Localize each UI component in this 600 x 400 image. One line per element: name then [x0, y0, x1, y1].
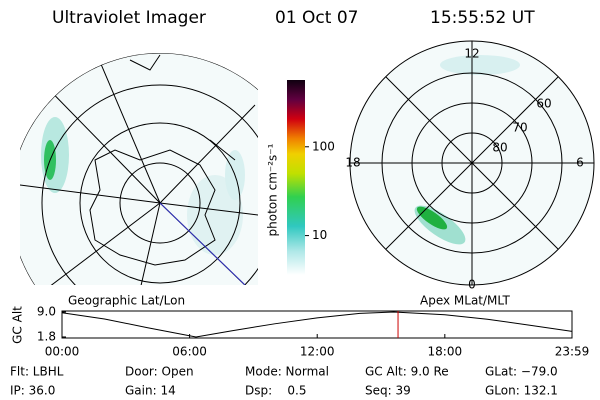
- plot-frame: [61, 310, 573, 339]
- mlat-label: 60: [536, 97, 551, 111]
- time: 15:55:52 UT: [430, 8, 535, 28]
- y-axis-label: GC Alt: [11, 306, 25, 344]
- mlt-label: 0: [468, 278, 476, 292]
- date: 01 Oct 07: [275, 8, 358, 28]
- x-tick-label: 00:00: [45, 345, 80, 359]
- info-field: Mode: Normal: [245, 365, 329, 379]
- colorbar-label: photon cm⁻²s⁻¹: [266, 143, 280, 236]
- left-caption: Geographic Lat/Lon: [68, 294, 185, 308]
- info-field: GC Alt: 9.0 Re: [365, 365, 449, 379]
- info-field: Flt: LBHL: [10, 365, 64, 379]
- info-field: GLon: 132.1: [485, 384, 558, 398]
- mlt-label: 18: [345, 156, 360, 170]
- y-tick-label: 1.8: [37, 329, 56, 343]
- polar-grid: [349, 40, 595, 286]
- mlt-label: 6: [576, 156, 584, 170]
- colorbar-tick-label: 100: [312, 139, 335, 153]
- info-field: Gain: 14: [125, 384, 176, 398]
- x-tick-label: 18:00: [428, 345, 463, 359]
- info-field: Dsp: 0.5: [245, 384, 307, 398]
- info-field: Door: Open: [125, 365, 194, 379]
- mlt-label: 12: [464, 47, 479, 61]
- colorbar: [287, 80, 305, 275]
- x-tick-label: 06:00: [172, 345, 207, 359]
- geo-map: [20, 53, 258, 285]
- info-field: GLat: −79.0: [485, 365, 558, 379]
- right-caption: Apex MLat/MLT: [420, 294, 510, 308]
- colorbar-tick-label: 10: [312, 228, 327, 242]
- info-field: Seq: 39: [365, 384, 411, 398]
- mlat-label: 80: [492, 141, 507, 155]
- altitude-line: [61, 311, 573, 338]
- instrument: Ultraviolet Imager: [52, 8, 206, 28]
- info-field: IP: 36.0: [10, 384, 55, 398]
- mlat-label: 70: [512, 121, 527, 135]
- x-tick-label: 12:00: [300, 345, 335, 359]
- y-tick-label: 9.0: [37, 305, 56, 319]
- x-tick-label: 23:59: [555, 345, 590, 359]
